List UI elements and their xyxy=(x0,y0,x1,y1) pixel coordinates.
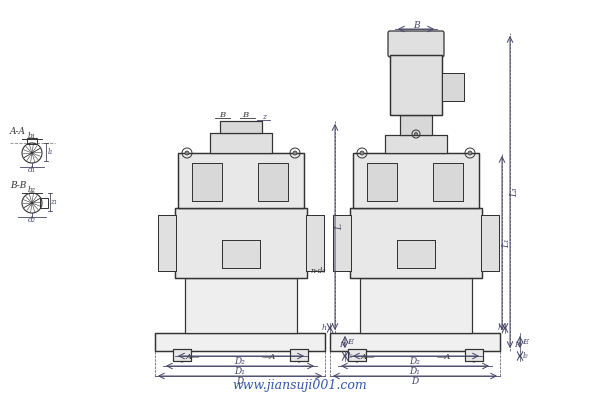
Bar xyxy=(222,240,260,268)
Text: —A: —A xyxy=(262,353,277,361)
Bar xyxy=(390,55,442,115)
Bar xyxy=(333,215,351,271)
Bar xyxy=(175,208,307,278)
Bar xyxy=(442,73,464,101)
Text: R: R xyxy=(514,341,520,349)
Bar xyxy=(348,349,366,361)
Bar xyxy=(40,198,48,208)
Bar xyxy=(210,133,272,153)
Bar xyxy=(397,240,435,268)
Bar xyxy=(220,121,262,133)
Text: l₀: l₀ xyxy=(522,352,528,360)
Circle shape xyxy=(185,151,189,155)
Text: L: L xyxy=(335,224,344,230)
Text: l₁: l₁ xyxy=(47,148,53,156)
Text: b₂: b₂ xyxy=(28,186,36,194)
Text: A-A: A-A xyxy=(10,126,26,136)
Circle shape xyxy=(415,132,418,136)
Text: B-B: B-B xyxy=(10,182,26,190)
Bar xyxy=(385,135,447,153)
Bar xyxy=(442,73,464,101)
Text: www.jiansuji001.com: www.jiansuji001.com xyxy=(233,379,367,393)
Bar xyxy=(481,215,499,271)
Bar xyxy=(222,240,260,268)
Text: —A: —A xyxy=(437,353,451,361)
Bar xyxy=(173,349,191,361)
Bar xyxy=(178,153,304,208)
Text: E: E xyxy=(522,338,528,346)
Bar xyxy=(330,333,500,351)
Text: D₂: D₂ xyxy=(410,358,421,367)
Bar xyxy=(27,138,37,144)
Text: D₁: D₁ xyxy=(235,367,245,377)
Bar xyxy=(185,278,297,333)
Bar xyxy=(210,133,272,153)
Bar xyxy=(258,163,288,201)
Bar xyxy=(158,215,176,271)
Text: d₁: d₁ xyxy=(28,166,36,174)
Text: D₁: D₁ xyxy=(410,367,421,377)
Bar xyxy=(465,349,483,361)
Circle shape xyxy=(468,151,472,155)
Text: h: h xyxy=(497,324,502,332)
Text: D₂: D₂ xyxy=(235,358,245,367)
Bar xyxy=(306,215,324,271)
Bar xyxy=(333,215,351,271)
Bar xyxy=(353,153,479,208)
Text: d₂: d₂ xyxy=(28,216,36,224)
Bar xyxy=(348,349,366,361)
Text: E: E xyxy=(347,338,353,346)
Bar xyxy=(178,153,304,208)
Text: A—: A— xyxy=(185,353,200,361)
Bar xyxy=(481,215,499,271)
Bar xyxy=(173,349,191,361)
Bar xyxy=(353,153,479,208)
Bar xyxy=(290,349,308,361)
Bar xyxy=(390,55,442,115)
Bar xyxy=(465,349,483,361)
Bar xyxy=(400,115,432,135)
Text: D: D xyxy=(236,377,244,385)
Bar xyxy=(155,333,325,351)
Text: z: z xyxy=(262,113,266,121)
Bar xyxy=(360,278,472,333)
Bar xyxy=(220,121,262,133)
Text: B: B xyxy=(413,20,419,30)
Text: B: B xyxy=(219,111,225,119)
Bar xyxy=(330,333,500,351)
Bar xyxy=(360,278,472,333)
Bar xyxy=(185,278,297,333)
Text: R: R xyxy=(339,341,345,349)
Bar xyxy=(397,240,435,268)
Bar xyxy=(367,163,397,201)
Text: A—: A— xyxy=(361,353,375,361)
Text: B: B xyxy=(242,111,248,119)
Text: L₁: L₁ xyxy=(503,238,511,248)
Bar xyxy=(433,163,463,201)
Bar xyxy=(400,115,432,135)
Text: h: h xyxy=(322,324,327,332)
Bar xyxy=(367,163,397,201)
Bar xyxy=(175,208,307,278)
Text: z₁: z₁ xyxy=(50,198,58,206)
Bar xyxy=(350,208,482,278)
Bar xyxy=(158,215,176,271)
Bar xyxy=(155,333,325,351)
Text: L₃: L₃ xyxy=(511,187,520,197)
Text: n-d₀: n-d₀ xyxy=(310,267,325,275)
Bar xyxy=(258,163,288,201)
Bar xyxy=(433,163,463,201)
Bar xyxy=(290,349,308,361)
Bar xyxy=(350,208,482,278)
FancyBboxPatch shape xyxy=(388,31,444,57)
Circle shape xyxy=(360,151,364,155)
Text: b₁: b₁ xyxy=(28,132,36,140)
Circle shape xyxy=(293,151,297,155)
Bar xyxy=(192,163,222,201)
Text: D: D xyxy=(412,377,419,385)
Bar xyxy=(192,163,222,201)
Bar xyxy=(385,135,447,153)
Bar xyxy=(306,215,324,271)
Text: l₀: l₀ xyxy=(347,352,353,360)
